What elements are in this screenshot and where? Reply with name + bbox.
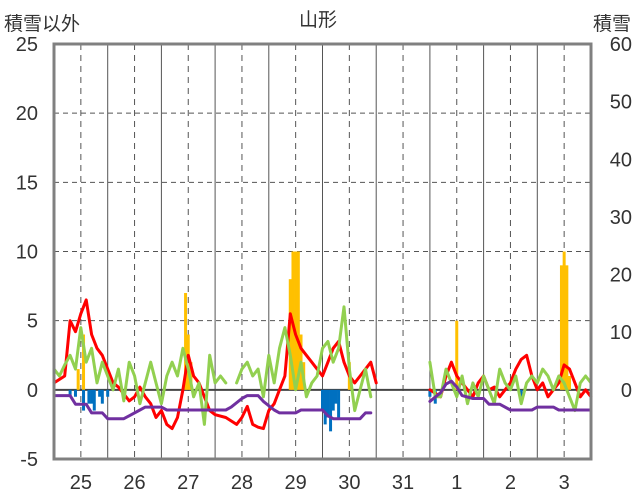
left-tick-label: -5 [20, 449, 38, 471]
orange-bar [565, 265, 569, 390]
green-series-line [428, 360, 593, 413]
blue-bar [92, 389, 96, 411]
orange-bar [294, 251, 298, 390]
chart-title: 山形 [299, 9, 337, 31]
blue-bar [428, 389, 432, 397]
orange-bar [455, 320, 459, 390]
right-tick-label: 40 [610, 149, 632, 171]
blue-bar [334, 389, 338, 404]
orange-bar [559, 265, 563, 390]
left-tick-label: 25 [16, 34, 38, 56]
blue-bar [90, 389, 94, 404]
orange-bar [568, 376, 572, 390]
blue-bar [321, 389, 324, 411]
right-tick-label: 60 [610, 34, 632, 56]
left-tick-label: 15 [16, 172, 38, 194]
blue-bar [73, 389, 77, 397]
left-tick-label: 20 [16, 103, 38, 125]
purple-series-line [52, 394, 373, 421]
x-tick-label: 26 [123, 472, 145, 494]
left-axis-label: 積雪以外 [4, 13, 80, 35]
x-tick-label: 1 [451, 472, 462, 494]
orange-bar [562, 251, 566, 390]
right-tick-label: 20 [610, 265, 632, 287]
blue-bar [329, 389, 333, 432]
green-series-line [235, 305, 373, 413]
left-tick-label: 10 [16, 242, 38, 264]
blue-bar [68, 389, 72, 397]
blue-bar [98, 389, 102, 397]
right-tick-label: 30 [610, 207, 632, 229]
blue-bar [87, 389, 91, 404]
orange-bar [76, 369, 80, 390]
x-tick-label: 2 [505, 472, 516, 494]
blue-bar [519, 389, 523, 397]
right-tick-label: 50 [610, 92, 632, 114]
x-tick-label: 27 [177, 472, 199, 494]
right-tick-label: 0 [621, 380, 632, 402]
x-tick-label: 25 [70, 472, 92, 494]
left-tick-label: 5 [27, 311, 38, 333]
blue-bar [337, 389, 341, 418]
x-tick-label: 29 [285, 472, 307, 494]
plot-frame [52, 42, 593, 461]
x-tick-label: 3 [559, 472, 570, 494]
left-tick-label: 0 [27, 380, 38, 402]
purple-series-line [428, 379, 593, 412]
orange-bar [184, 293, 188, 390]
blue-bar [323, 389, 327, 425]
blue-bar [100, 389, 104, 404]
green-series-line [52, 326, 228, 426]
right-tick-label: 10 [610, 322, 632, 344]
red-series-line [52, 298, 378, 431]
right-axis-label: 積雪 [593, 13, 631, 35]
blue-bar [326, 389, 330, 418]
blue-bar [106, 389, 110, 397]
orange-bar [288, 279, 292, 390]
orange-bar [296, 251, 300, 390]
x-tick-label: 30 [338, 472, 360, 494]
x-tick-label: 28 [231, 472, 253, 494]
orange-bar [82, 334, 86, 390]
blue-bar [331, 389, 335, 411]
blue-bar [82, 389, 86, 411]
x-tick-label: 31 [392, 472, 414, 494]
